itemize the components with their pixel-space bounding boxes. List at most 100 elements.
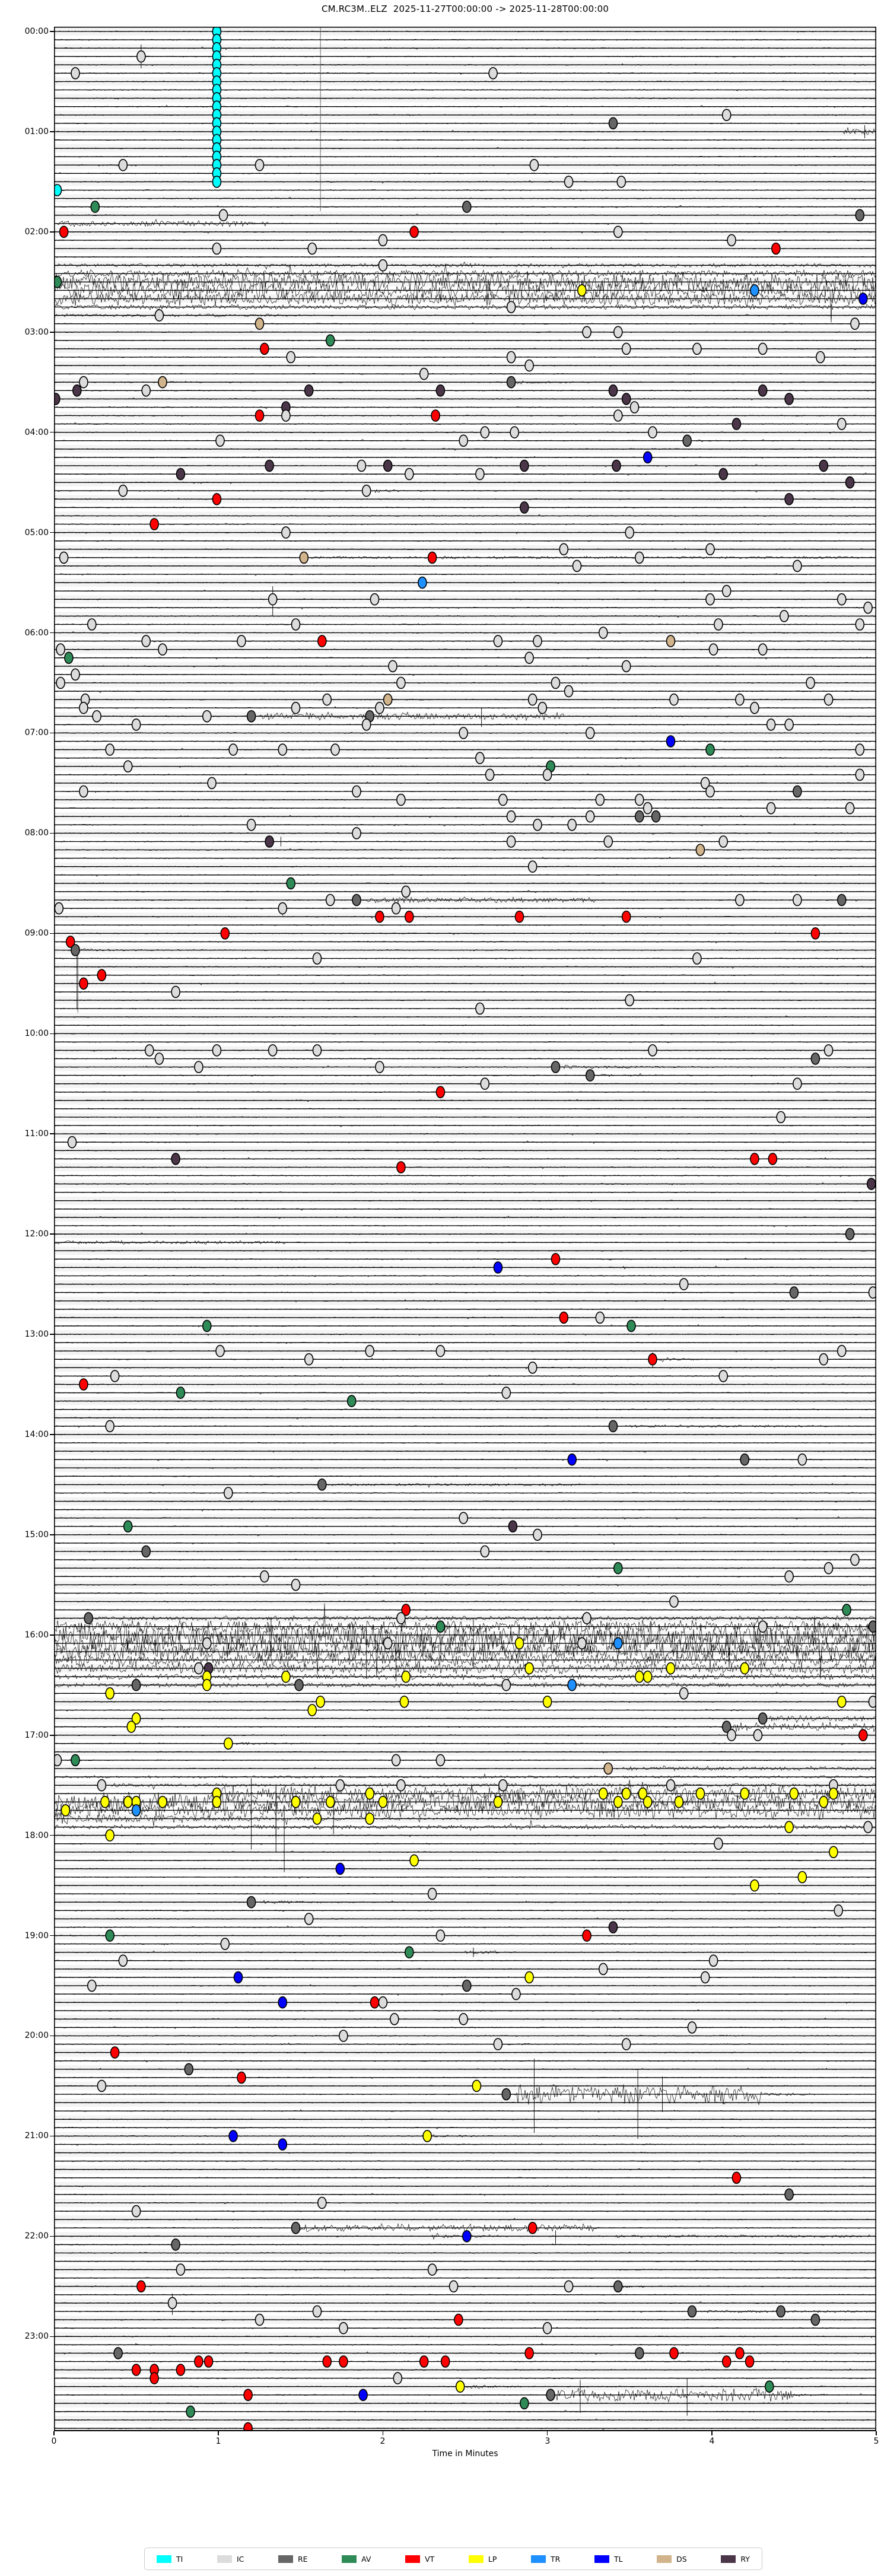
event-marker-ic bbox=[376, 1061, 384, 1073]
event-marker-ic bbox=[195, 1061, 203, 1073]
legend-item-tl: TL bbox=[594, 2555, 623, 2564]
legend-swatch-lp bbox=[469, 2555, 484, 2563]
event-marker-vt bbox=[137, 2281, 145, 2292]
seismic-trace bbox=[54, 757, 876, 759]
event-marker-lp bbox=[614, 1796, 622, 1808]
seismic-trace bbox=[54, 1774, 876, 1778]
event-marker-ic bbox=[525, 652, 533, 663]
event-marker-ic bbox=[305, 1354, 313, 1365]
event-marker-ic bbox=[507, 811, 516, 822]
event-marker-ic bbox=[753, 1729, 762, 1741]
event-marker-ic bbox=[203, 711, 211, 722]
event-marker-lp bbox=[410, 1855, 418, 1866]
event-marker-ti bbox=[54, 185, 62, 196]
y-axis-hour-label: 01:00 bbox=[0, 126, 49, 137]
event-marker-ic bbox=[723, 109, 731, 120]
event-marker-ry bbox=[719, 469, 727, 480]
event-marker-ic bbox=[864, 1821, 872, 1833]
event-marker-ry bbox=[384, 460, 392, 472]
event-marker-lp bbox=[365, 1788, 374, 1799]
event-marker-ic bbox=[362, 485, 371, 497]
event-marker-lp bbox=[127, 1721, 135, 1732]
event-marker-ic bbox=[667, 1780, 675, 1791]
event-marker-re bbox=[838, 895, 846, 906]
event-marker-ic bbox=[292, 619, 300, 630]
event-marker-ic bbox=[793, 560, 802, 571]
y-axis-hour-label: 10:00 bbox=[0, 1028, 49, 1039]
event-marker-re bbox=[790, 1287, 798, 1298]
event-marker-ic bbox=[723, 586, 731, 597]
event-marker-av bbox=[287, 877, 295, 889]
event-marker-vt bbox=[221, 928, 229, 939]
event-marker-ic bbox=[864, 602, 872, 613]
event-marker-lp bbox=[740, 1663, 749, 1674]
event-marker-av bbox=[765, 2381, 774, 2392]
event-marker-re bbox=[609, 117, 618, 129]
event-marker-ic bbox=[767, 719, 775, 730]
event-marker-lp bbox=[838, 1696, 846, 1707]
event-marker-ic bbox=[599, 627, 608, 638]
event-marker-ic bbox=[631, 402, 639, 413]
event-marker-ic bbox=[287, 352, 295, 363]
event-marker-re bbox=[247, 1897, 256, 1908]
seismic-trace bbox=[54, 2343, 876, 2345]
event-marker-lp bbox=[472, 2080, 481, 2091]
event-marker-re bbox=[811, 2314, 819, 2326]
event-marker-ic bbox=[719, 836, 727, 847]
event-marker-vt bbox=[431, 410, 440, 421]
y-axis-hour-label: 23:00 bbox=[0, 2331, 49, 2342]
event-marker-vt bbox=[670, 2348, 678, 2359]
seismic-trace bbox=[54, 823, 876, 826]
event-marker-ic bbox=[680, 1688, 688, 1699]
event-marker-ic bbox=[502, 1680, 510, 1691]
event-marker-ic bbox=[793, 895, 802, 906]
event-marker-ds bbox=[667, 635, 675, 647]
event-marker-ic bbox=[459, 435, 467, 446]
event-marker-ic bbox=[648, 1045, 657, 1056]
event-marker-ic bbox=[224, 1487, 233, 1499]
event-marker-lp bbox=[316, 1696, 325, 1707]
event-marker-lp bbox=[644, 1671, 652, 1683]
event-marker-vt bbox=[732, 2172, 740, 2183]
event-marker-re bbox=[295, 1680, 303, 1691]
event-marker-vt bbox=[195, 2356, 203, 2367]
event-marker-av bbox=[71, 1754, 79, 1766]
legend-label-ry: RY bbox=[740, 2555, 750, 2564]
event-marker-re bbox=[185, 2063, 193, 2075]
event-marker-lp bbox=[798, 1872, 806, 1883]
event-marker-ic bbox=[481, 427, 489, 438]
event-marker-lp bbox=[203, 1680, 211, 1691]
event-marker-ic bbox=[459, 727, 467, 739]
event-marker-re bbox=[552, 1061, 560, 1073]
event-marker-ic bbox=[124, 761, 132, 772]
event-marker-ic bbox=[379, 1997, 387, 2008]
event-marker-ic bbox=[533, 1529, 542, 1540]
event-marker-vt bbox=[205, 2356, 213, 2367]
event-marker-ic bbox=[777, 1112, 785, 1123]
legend-swatch-av bbox=[342, 2555, 357, 2563]
event-marker-ic bbox=[216, 1346, 224, 1357]
event-marker-ic bbox=[106, 744, 114, 755]
event-marker-av bbox=[405, 1947, 414, 1958]
event-marker-re bbox=[292, 2222, 300, 2234]
event-marker-ic bbox=[384, 1637, 392, 1649]
event-marker-ic bbox=[851, 1554, 859, 1566]
event-marker-re bbox=[811, 1053, 819, 1064]
event-marker-ic bbox=[313, 953, 322, 964]
x-axis-tick bbox=[876, 2431, 877, 2435]
event-marker-ic bbox=[428, 2264, 437, 2275]
event-marker-ry bbox=[520, 502, 529, 513]
event-marker-ic bbox=[819, 1354, 828, 1365]
y-axis-tick bbox=[50, 733, 54, 734]
y-axis-tick bbox=[50, 231, 54, 233]
event-marker-ic bbox=[352, 786, 361, 797]
event-marker-vt bbox=[60, 226, 68, 237]
x-axis-tick bbox=[547, 2431, 548, 2435]
event-marker-ic bbox=[706, 594, 714, 605]
event-marker-ic bbox=[392, 903, 400, 914]
event-marker-ic bbox=[507, 301, 516, 313]
event-marker-ic bbox=[494, 635, 502, 647]
x-axis-tick bbox=[711, 2431, 713, 2435]
event-marker-ic bbox=[318, 2197, 326, 2209]
event-marker-tr bbox=[750, 285, 759, 296]
